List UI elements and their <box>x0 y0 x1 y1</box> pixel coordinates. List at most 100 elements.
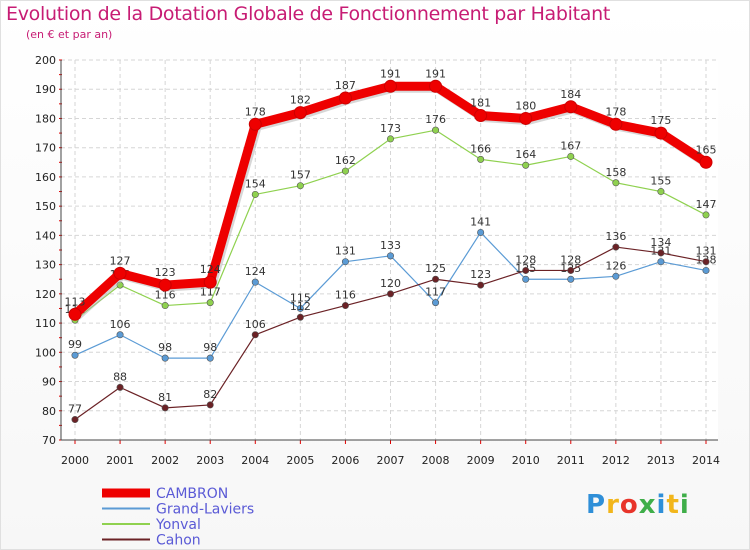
data-point <box>522 275 530 283</box>
legend-label-yonval: Yonval <box>155 517 201 533</box>
x-tick-label: 2003 <box>196 454 224 467</box>
data-point <box>206 354 214 362</box>
data-point <box>386 252 394 260</box>
data-point <box>654 126 668 140</box>
data-label: 82 <box>203 388 217 401</box>
data-point <box>474 109 488 123</box>
data-point <box>338 91 352 105</box>
data-point <box>567 266 575 274</box>
x-tick-label: 2000 <box>61 454 89 467</box>
data-point <box>612 272 620 280</box>
x-tick-label: 2004 <box>241 454 269 467</box>
data-point <box>384 79 397 93</box>
data-point <box>564 100 578 114</box>
data-label: 136 <box>605 230 626 243</box>
data-point <box>68 307 82 321</box>
data-label: 117 <box>425 286 446 299</box>
data-point <box>477 281 485 289</box>
data-point <box>519 111 533 125</box>
y-tick-label: 130 <box>35 259 56 272</box>
data-point <box>609 117 623 131</box>
data-point <box>251 278 259 286</box>
legend-label-cambron: CAMBRON <box>156 486 228 502</box>
chart-title: Evolution de la Dotation Globale de Fonc… <box>6 3 611 25</box>
data-point <box>206 299 214 307</box>
data-label: 164 <box>515 148 536 161</box>
data-label: 98 <box>158 341 172 354</box>
data-point <box>206 401 214 409</box>
data-point <box>429 79 443 93</box>
data-point <box>203 275 217 289</box>
data-label: 123 <box>155 266 176 279</box>
x-tick-label: 2012 <box>602 454 630 467</box>
data-point <box>522 266 530 274</box>
data-point <box>113 266 127 280</box>
data-label: 123 <box>470 268 491 281</box>
data-point <box>158 278 172 292</box>
data-label: 116 <box>335 289 356 302</box>
y-tick-label: 90 <box>42 376 56 389</box>
data-label: 191 <box>380 67 401 80</box>
logo-letter: i <box>656 490 667 520</box>
y-tick-label: 100 <box>35 346 56 359</box>
x-tick-label: 2013 <box>647 454 675 467</box>
data-label: 112 <box>290 300 311 313</box>
data-point <box>296 182 304 190</box>
y-tick-label: 110 <box>35 317 56 330</box>
data-label: 176 <box>425 113 446 126</box>
data-point <box>522 161 530 169</box>
data-label: 187 <box>335 79 356 92</box>
logo-letter: o <box>619 490 639 520</box>
logo-letter: P <box>586 490 607 520</box>
data-label: 106 <box>245 318 266 331</box>
data-point <box>432 126 440 134</box>
data-point <box>71 416 79 424</box>
logo-letter: r <box>606 490 620 520</box>
data-point <box>161 302 169 310</box>
data-point <box>248 117 262 131</box>
data-label: 127 <box>110 254 131 267</box>
data-label: 147 <box>696 198 717 211</box>
data-label: 175 <box>650 114 671 127</box>
data-label: 158 <box>605 166 626 179</box>
data-point <box>341 258 349 266</box>
data-label: 88 <box>113 370 127 383</box>
data-label: 141 <box>470 215 491 228</box>
data-point <box>702 258 710 266</box>
x-tick-label: 2010 <box>512 454 540 467</box>
data-label: 162 <box>335 154 356 167</box>
data-point <box>251 331 259 339</box>
data-point <box>432 275 440 283</box>
data-label: 134 <box>650 236 671 249</box>
data-label: 81 <box>158 391 172 404</box>
data-point <box>657 249 665 257</box>
y-tick-label: 140 <box>35 229 56 242</box>
data-label: 116 <box>155 289 176 302</box>
data-point <box>296 304 304 312</box>
data-label: 77 <box>68 403 82 416</box>
y-tick-label: 180 <box>35 112 56 125</box>
data-point <box>702 266 710 274</box>
y-tick-label: 160 <box>35 171 56 184</box>
x-tick-label: 2002 <box>151 454 179 467</box>
data-label: 131 <box>335 245 356 258</box>
data-point <box>699 155 713 169</box>
y-tick-label: 190 <box>35 83 56 96</box>
x-tick-label: 2008 <box>422 454 450 467</box>
data-label: 128 <box>560 253 581 266</box>
x-tick-label: 2014 <box>692 454 720 467</box>
data-label: 157 <box>290 169 311 182</box>
data-point <box>116 383 124 391</box>
data-point <box>296 313 304 321</box>
data-label: 125 <box>425 262 446 275</box>
data-label: 124 <box>245 265 266 278</box>
data-label: 120 <box>380 277 401 290</box>
data-label: 167 <box>560 139 581 152</box>
data-point <box>251 190 259 198</box>
logo-letter: i <box>679 490 690 520</box>
data-point <box>612 243 620 251</box>
y-tick-label: 170 <box>35 142 56 155</box>
chart-subtitle: (en € et par an) <box>26 28 113 41</box>
data-label: 128 <box>515 253 536 266</box>
data-point <box>432 299 440 307</box>
